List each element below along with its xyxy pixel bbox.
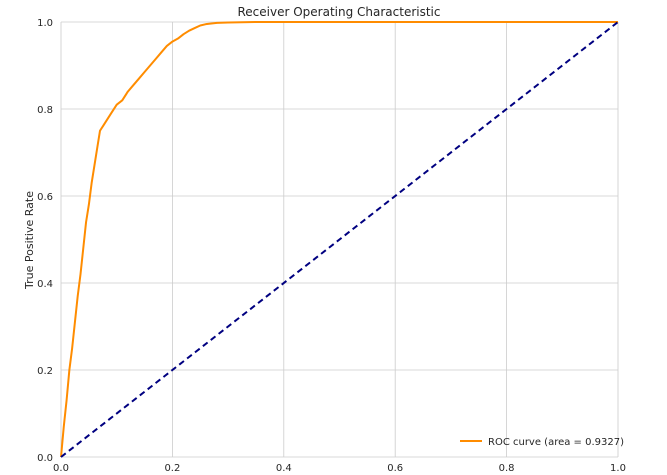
x-tick-label: 0.2: [164, 463, 180, 474]
tick-labels: 0.0 0.2 0.4 0.6 0.8 1.0 0.0 0.2 0.4 0.6 0.8 1.0: [37, 18, 626, 474]
legend-label-roc: ROC curve (area = 0.9327): [488, 437, 624, 448]
y-axis-label: True Positive Rate: [23, 191, 36, 290]
y-tick-label: 1.0: [37, 18, 53, 29]
chart-title: Receiver Operating Characteristic: [237, 5, 440, 19]
y-tick-label: 0.8: [37, 105, 53, 116]
x-tick-label: 1.0: [610, 463, 626, 474]
y-tick-label: 0.4: [37, 279, 53, 290]
y-tick-label: 0.6: [37, 192, 53, 203]
x-tick-label: 0.0: [53, 463, 69, 474]
x-tick-label: 0.8: [499, 463, 515, 474]
legend: ROC curve (area = 0.9327): [460, 437, 624, 448]
grid: [60, 21, 619, 458]
x-tick-label: 0.6: [387, 463, 403, 474]
x-tick-label: 0.4: [276, 463, 292, 474]
y-tick-label: 0.0: [37, 453, 53, 464]
y-tick-label: 0.2: [37, 366, 53, 377]
roc-curve-line: [60, 21, 618, 458]
series-lines: [60, 21, 619, 458]
chance-diagonal-line: [60, 21, 619, 458]
